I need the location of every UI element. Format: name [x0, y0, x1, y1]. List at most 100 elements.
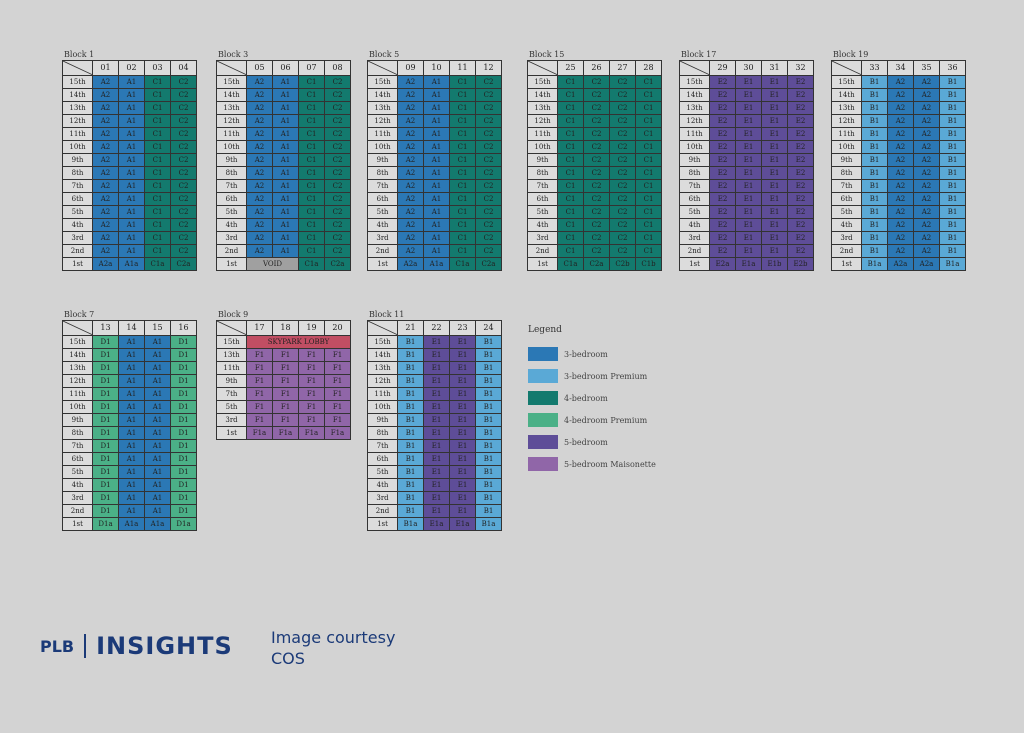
- unit-cell: E1: [423, 452, 450, 466]
- corner-cell: [367, 60, 398, 76]
- block: Block 9 17 18 19 20 15th SKYPARK LOBBY 13th F1 F1…: [216, 310, 351, 440]
- unit-cell: C1: [557, 75, 584, 89]
- storey-label: 5th: [62, 465, 93, 479]
- unit-cell: A1: [118, 439, 145, 453]
- unit-cell: B1: [939, 114, 966, 128]
- unit-cell: C1: [144, 231, 171, 245]
- storey-row: 11th B1 E1 E1 B1: [367, 387, 502, 401]
- storey-row: 2nd A2 A1 C1 C2: [62, 244, 197, 258]
- storey-row: 8th E2 E1 E1 E2: [679, 166, 814, 180]
- unit-cell: C2: [583, 244, 610, 258]
- unit-cell: C1: [298, 244, 325, 258]
- storey-label: 13th: [216, 348, 247, 362]
- unit-cell: C1: [557, 127, 584, 141]
- storey-label: 8th: [679, 166, 710, 180]
- storey-label: 3rd: [367, 231, 398, 245]
- unit-cell: F1: [272, 400, 299, 414]
- unit-cell: A2: [913, 218, 940, 232]
- unit-cell: C2: [609, 166, 636, 180]
- storey-label: 15th: [527, 75, 558, 89]
- unit-cell: E2: [709, 179, 736, 193]
- storey-row: 1st D1a A1a A1a D1a: [62, 517, 197, 531]
- unit-cell: E1: [761, 166, 788, 180]
- legend-swatch: [528, 391, 558, 405]
- unit-number: 29: [709, 60, 736, 76]
- block-title: Block 11: [369, 310, 405, 319]
- legend-swatch: [528, 347, 558, 361]
- unit-cell: A2: [397, 75, 424, 89]
- unit-cell: A2: [397, 153, 424, 167]
- unit-cell: A1: [118, 127, 145, 141]
- unit-cell: B1: [861, 179, 888, 193]
- unit-cell: A1: [423, 153, 450, 167]
- block-title: Block 17: [681, 50, 717, 59]
- storey-label: 11th: [62, 387, 93, 401]
- storey-label: 2nd: [679, 244, 710, 258]
- unit-cell: A2: [397, 127, 424, 141]
- storey-row: 6th D1 A1 A1 D1: [62, 452, 197, 466]
- storey-row: 4th B1 E1 E1 B1: [367, 478, 502, 492]
- storey-label: 3rd: [216, 231, 247, 245]
- storey-row: 11th E2 E1 E1 E2: [679, 127, 814, 141]
- unit-cell: B1: [397, 504, 424, 518]
- unit-cell: B1: [475, 400, 502, 414]
- unit-cell: C1: [144, 166, 171, 180]
- unit-cell: E2: [787, 140, 814, 154]
- storey-label: 11th: [367, 127, 398, 141]
- unit-grid: 25 26 27 28 15th C1 C2 C2 C1 14th C1 C2 C2 C1 13th C1 C2…: [527, 60, 662, 271]
- storey-row: 12th A2 A1 C1 C2: [367, 114, 502, 128]
- storey-row: 3rd C1 C2 C2 C1: [527, 231, 662, 245]
- unit-cell: D1: [170, 387, 197, 401]
- unit-cell: B1: [861, 205, 888, 219]
- storey-label: 15th: [367, 75, 398, 89]
- storey-row: 9th C1 C2 C2 C1: [527, 153, 662, 167]
- corner-diagonal: [368, 321, 397, 335]
- storey-label: 10th: [367, 400, 398, 414]
- unit-cell: E1: [449, 504, 476, 518]
- legend-swatch: [528, 413, 558, 427]
- unit-cell: B1: [939, 88, 966, 102]
- unit-cell: B1: [475, 439, 502, 453]
- storey-label: 7th: [216, 179, 247, 193]
- storey-label: 6th: [62, 192, 93, 206]
- unit-cell: F1: [272, 387, 299, 401]
- unit-cell: C1: [144, 244, 171, 258]
- unit-cell: C1: [298, 75, 325, 89]
- storey-row: 6th A2 A1 C1 C2: [216, 192, 351, 206]
- storey-label: 2nd: [831, 244, 862, 258]
- unit-cell: C2: [170, 166, 197, 180]
- unit-cell: C1: [449, 179, 476, 193]
- storey-row: 14th E2 E1 E1 E2: [679, 88, 814, 102]
- storey-row: 13th A2 A1 C1 C2: [367, 101, 502, 115]
- unit-cell: A1: [423, 114, 450, 128]
- storey-label: 1st: [831, 257, 862, 271]
- unit-cell: C1: [449, 231, 476, 245]
- storey-label: 1st: [216, 257, 247, 271]
- storey-row: 1st E2a E1a E1b E2b: [679, 257, 814, 271]
- unit-cell: A1: [272, 114, 299, 128]
- unit-cell: F1: [298, 374, 325, 388]
- storey-label: 14th: [679, 88, 710, 102]
- unit-cell: A2: [887, 244, 914, 258]
- block: Block 11 21 22 23 24 15th B1 E1 E1 B1 14th B1 E1 E1 B1…: [367, 310, 502, 531]
- unit-cell: E1: [761, 75, 788, 89]
- storey-row: 6th C1 C2 C2 C1: [527, 192, 662, 206]
- unit-cell: E1: [735, 192, 762, 206]
- unit-cell: A1: [272, 192, 299, 206]
- unit-cell: A1: [272, 101, 299, 115]
- unit-cell: C2: [583, 192, 610, 206]
- unit-cell: C1: [298, 114, 325, 128]
- unit-cell: A1: [272, 153, 299, 167]
- storey-row: 6th A2 A1 C1 C2: [62, 192, 197, 206]
- unit-cell: C1: [557, 244, 584, 258]
- unit-number: 11: [449, 60, 476, 76]
- storey-label: 10th: [216, 140, 247, 154]
- storey-row: 9th D1 A1 A1 D1: [62, 413, 197, 427]
- unit-cell: E1: [449, 413, 476, 427]
- storey-label: 8th: [62, 426, 93, 440]
- unit-cell: B1: [861, 153, 888, 167]
- unit-cell: E1: [423, 426, 450, 440]
- storey-label: 7th: [367, 179, 398, 193]
- legend-item: 5-bedroom Maisonette: [528, 453, 656, 475]
- unit-cell: A1: [144, 374, 171, 388]
